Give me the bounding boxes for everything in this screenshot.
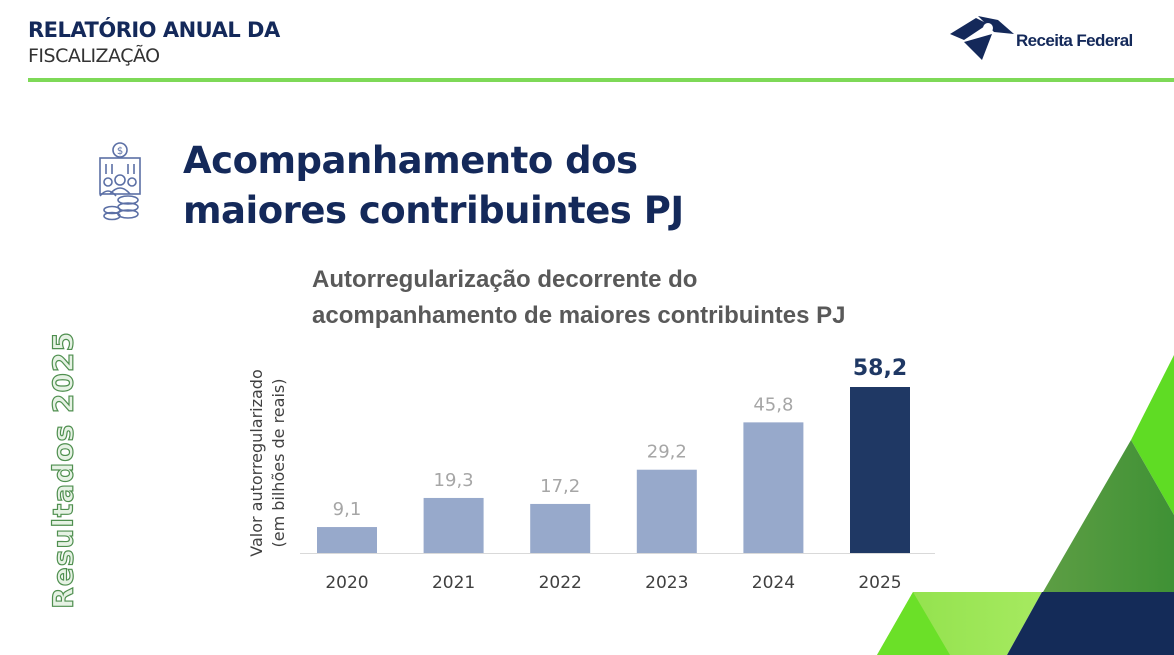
bar-2022 (530, 503, 591, 553)
svg-text:$: $ (117, 146, 123, 157)
report-title: RELATÓRIO ANUAL DA (28, 18, 280, 42)
bar-2021 (423, 497, 484, 553)
data-label: 29,2 (647, 442, 687, 463)
report-subtitle: FISCALIZAÇÃO (28, 45, 160, 67)
data-label: 17,2 (540, 476, 580, 497)
data-label: 19,3 (434, 470, 474, 491)
data-label: 45,8 (753, 394, 793, 415)
x-tick-label: 2025 (858, 573, 901, 593)
data-label: 9,1 (333, 499, 362, 520)
x-tick-label: 2022 (539, 573, 582, 593)
logo-text: Receita Federal (1016, 31, 1133, 50)
bright-green-triangle (1131, 355, 1174, 515)
chart-title: Autorregularização decorrente do acompan… (312, 266, 846, 329)
bar-2024 (743, 422, 804, 553)
green-corner (877, 592, 950, 655)
building-people-coins-icon: $ (99, 142, 141, 221)
logo-emblem-icon (950, 16, 1014, 60)
x-tick-label: 2021 (432, 573, 475, 593)
data-label: 58,2 (853, 356, 907, 381)
x-tick-label: 2023 (645, 573, 688, 593)
dark-green-triangle (1043, 440, 1174, 592)
bar-2023 (636, 469, 697, 553)
navy-block (1007, 592, 1174, 655)
x-tick-label: 2020 (325, 573, 368, 593)
bar-2025 (850, 387, 910, 553)
x-tick-label: 2024 (752, 573, 795, 593)
receita-federal-logo: Receita Federal (948, 14, 1133, 62)
page-title: Acompanhamento dos maiores contribuintes… (183, 139, 684, 232)
header-divider (28, 78, 1174, 82)
bar-2020 (317, 527, 377, 553)
